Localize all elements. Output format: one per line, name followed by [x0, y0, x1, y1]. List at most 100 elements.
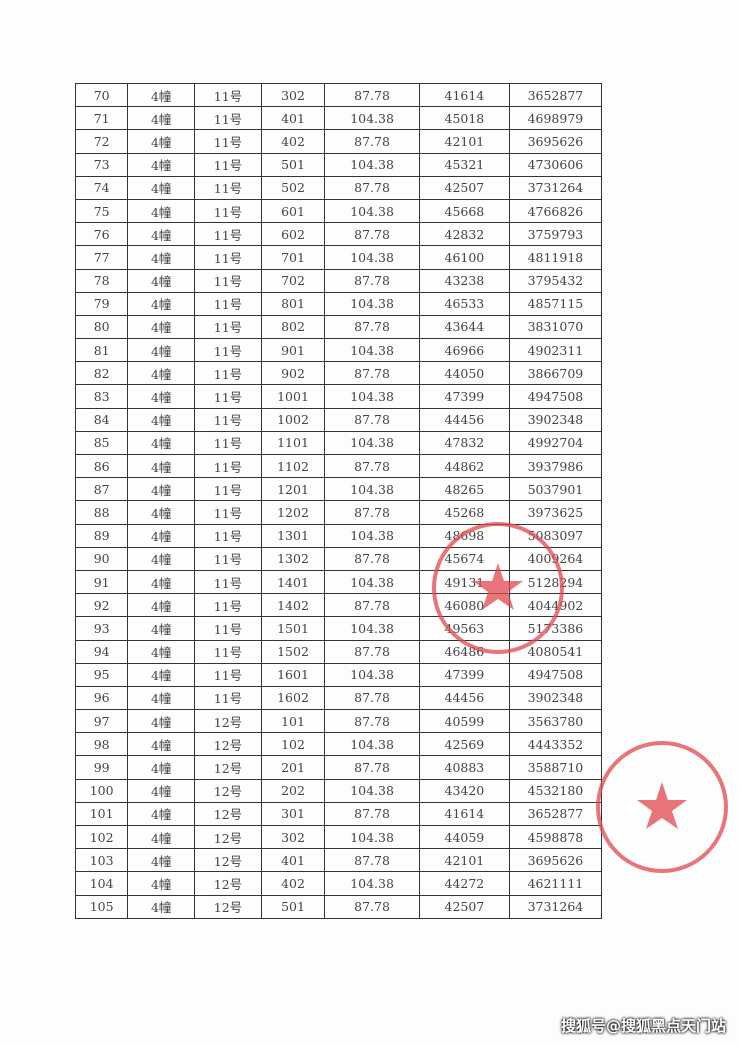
- table-cell: 1201: [260, 477, 326, 502]
- table-cell: 87.78: [324, 314, 420, 340]
- table-cell: 87.78: [324, 639, 420, 664]
- table-cell: 12号: [194, 801, 262, 827]
- table-cell: 12号: [194, 871, 262, 896]
- table-cell: 87.78: [324, 222, 420, 247]
- table-cell: 93: [74, 616, 129, 641]
- table-cell: 40883: [418, 755, 510, 780]
- table-cell: 4幢: [127, 685, 196, 711]
- table-cell: 101: [260, 709, 326, 734]
- table-cell: 87.78: [324, 407, 420, 432]
- table-cell: 4幢: [127, 500, 196, 525]
- table-cell: 11号: [194, 453, 262, 479]
- table-cell: 4幢: [127, 361, 196, 386]
- table-cell: 4幢: [127, 848, 196, 873]
- table-cell: 1501: [260, 616, 326, 641]
- table-cell: 104.38: [324, 871, 420, 896]
- table-cell: 81: [74, 338, 129, 363]
- table-cell: 12号: [194, 848, 262, 873]
- table-cell: 84: [74, 407, 129, 432]
- table-cell: 44059: [418, 824, 510, 850]
- table-cell: 70: [74, 82, 129, 108]
- table-cell: 101: [74, 801, 129, 827]
- table-cell: 44456: [418, 407, 510, 432]
- table-cell: 78: [74, 268, 129, 293]
- table-cell: 44862: [418, 453, 510, 479]
- table-row: 80 4幢 11号 802 87.78 43644 3831070: [74, 314, 603, 340]
- table-row: 74 4幢 11号 502 87.78 42507 3731264: [74, 175, 603, 200]
- table-cell: 4幢: [127, 523, 196, 548]
- table-cell: 42832: [418, 222, 510, 247]
- table-cell: 4幢: [127, 222, 196, 247]
- table-cell: 11号: [194, 593, 262, 618]
- table-cell: 43420: [418, 778, 510, 803]
- table-cell: 47399: [418, 384, 510, 409]
- table-cell: 1402: [260, 593, 326, 618]
- table-cell: 75: [74, 198, 129, 224]
- table-row: 88 4幢 11号 1202 87.78 45268 3973625: [74, 500, 603, 525]
- table-row: 95 4幢 11号 1601 104.38 47399 4947508: [74, 662, 603, 687]
- table-cell: 4幢: [127, 894, 196, 919]
- watermark: 搜狐号@搜狐黑点天门站: [560, 1017, 726, 1035]
- table-row: 103 4幢 12号 401 87.78 42101 3695626: [74, 848, 603, 873]
- table-cell: 4幢: [127, 407, 196, 432]
- table-cell: 85: [74, 430, 129, 456]
- table-cell: 76: [74, 222, 129, 247]
- table-cell: 4幢: [127, 662, 196, 687]
- table-cell: 4幢: [127, 82, 196, 108]
- table-cell: 77: [74, 245, 129, 270]
- table-cell: 4幢: [127, 801, 196, 827]
- table-row: 91 4幢 11号 1401 104.38 49131 5128294: [74, 569, 603, 595]
- table-cell: 11号: [194, 569, 262, 595]
- table-cell: 96: [74, 685, 129, 711]
- table-cell: 4幢: [127, 106, 196, 131]
- table-cell: 104.38: [324, 152, 420, 177]
- table-cell: 95: [74, 662, 129, 687]
- table-cell: 47832: [418, 430, 510, 456]
- table-cell: 104.38: [324, 616, 420, 641]
- table-cell: 90: [74, 546, 129, 571]
- table-cell: 4幢: [127, 569, 196, 595]
- table-row: 78 4幢 11号 702 87.78 43238 3795432: [74, 268, 603, 293]
- table-cell: 602: [260, 222, 326, 247]
- table-cell: 104.38: [324, 732, 420, 757]
- table-cell: 104.38: [324, 245, 420, 270]
- table-cell: 3937986: [508, 453, 603, 479]
- table-cell: 4幢: [127, 616, 196, 641]
- table-cell: 11号: [194, 222, 262, 247]
- table-cell: 102: [74, 824, 129, 850]
- table-row: 100 4幢 12号 202 104.38 43420 4532180: [74, 778, 603, 803]
- table-cell: 4811918: [508, 245, 603, 270]
- table-cell: 4992704: [508, 430, 603, 456]
- table-cell: 1401: [260, 569, 326, 595]
- table-row: 72 4幢 11号 402 87.78 42101 3695626: [74, 129, 603, 154]
- table-cell: 11号: [194, 175, 262, 200]
- table-row: 89 4幢 11号 1301 104.38 48698 5083097: [74, 523, 603, 548]
- table-cell: 302: [260, 82, 326, 108]
- table-cell: 11号: [194, 685, 262, 711]
- table-cell: 4幢: [127, 871, 196, 896]
- table-cell: 44456: [418, 685, 510, 711]
- table-cell: 43238: [418, 268, 510, 293]
- table-cell: 11号: [194, 546, 262, 571]
- table-cell: 87.78: [324, 894, 420, 919]
- table-cell: 401: [260, 848, 326, 873]
- table-cell: 3831070: [508, 314, 603, 340]
- table-cell: 91: [74, 569, 129, 595]
- table-cell: 4幢: [127, 384, 196, 409]
- table-cell: 11号: [194, 152, 262, 177]
- table-cell: 11号: [194, 82, 262, 108]
- table-row: 85 4幢 11号 1101 104.38 47832 4992704: [74, 430, 603, 456]
- table-cell: 4幢: [127, 245, 196, 270]
- table-cell: 4幢: [127, 824, 196, 850]
- table-cell: 4857115: [508, 291, 603, 316]
- table-cell: 104.38: [324, 523, 420, 548]
- table-cell: 97: [74, 709, 129, 734]
- table-cell: 12号: [194, 755, 262, 780]
- table-cell: 87.78: [324, 709, 420, 734]
- table-cell: 11号: [194, 430, 262, 456]
- table-cell: 4幢: [127, 755, 196, 780]
- table-cell: 43644: [418, 314, 510, 340]
- table-cell: 104.38: [324, 338, 420, 363]
- table-row: 70 4幢 11号 302 87.78 41614 3652877: [74, 82, 603, 108]
- table-cell: 87.78: [324, 361, 420, 386]
